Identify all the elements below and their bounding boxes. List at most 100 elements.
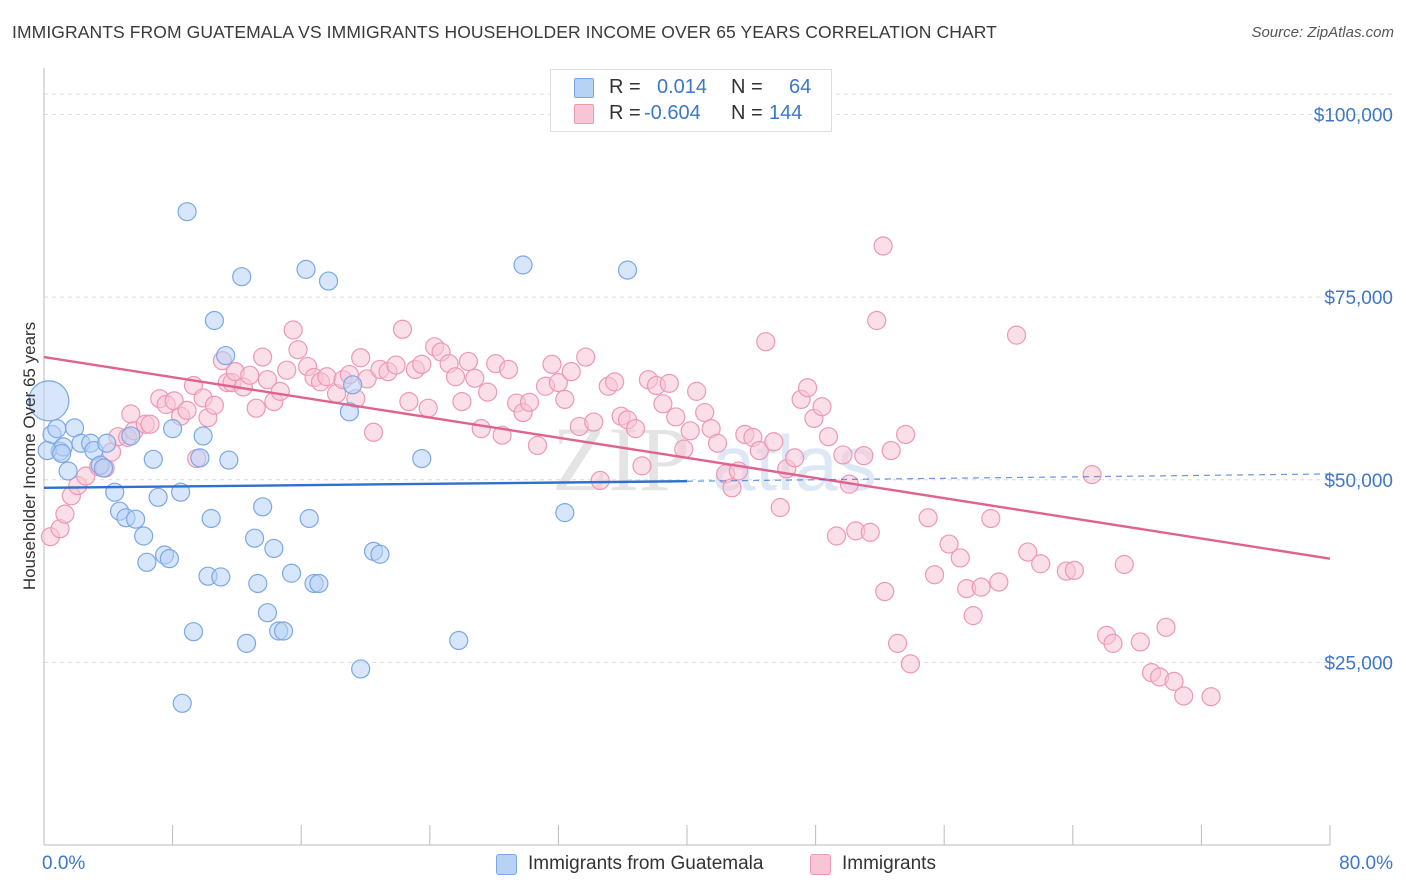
immigrants-point xyxy=(867,310,887,331)
immigrants-point xyxy=(687,381,707,401)
immigrants-point xyxy=(418,398,438,418)
immigrants-point xyxy=(277,360,297,380)
guatemala-point xyxy=(257,603,278,623)
guatemala-point xyxy=(216,345,236,366)
guatemala-point xyxy=(309,573,329,594)
guatemala-point xyxy=(58,461,78,481)
immigrants-point xyxy=(452,392,472,412)
immigrants-point xyxy=(527,435,548,456)
tick-labels: $25,000 $50,000 $75,000 $100,000 0.0% 80.0% xyxy=(42,106,1393,874)
immigrants-point xyxy=(632,456,652,476)
immigrants-point xyxy=(1018,542,1038,562)
legend-swatch-blue xyxy=(574,78,594,98)
immigrants-point xyxy=(875,581,895,602)
guatemala-point xyxy=(318,271,339,291)
y-axis-label: Householder Income Over 65 years xyxy=(20,322,39,590)
correlation-legend: R = 0.014 N = 64 R = -0.604 N = 144 xyxy=(550,69,832,132)
immigrants-point xyxy=(939,534,959,554)
guatemala-point xyxy=(555,503,575,523)
immigrants-point xyxy=(363,422,384,442)
guatemala-point xyxy=(339,402,360,422)
y-tick-label: $75,000 xyxy=(1324,288,1393,309)
chart-source: Source: ZipAtlas.com xyxy=(1251,24,1394,41)
immigrants-point xyxy=(317,367,337,387)
legend-n-value: 64 xyxy=(789,76,812,98)
immigrants-point xyxy=(1006,325,1027,345)
immigrants-point xyxy=(887,633,908,653)
immigrants-point xyxy=(351,348,371,368)
immigrants-point xyxy=(860,522,880,542)
guatemala-point xyxy=(172,693,192,713)
immigrants-point xyxy=(826,526,847,546)
bottom-legend-swatch-blue xyxy=(496,853,517,875)
immigrants-point xyxy=(253,347,273,367)
guatemala-point xyxy=(513,255,533,275)
immigrants-point xyxy=(1174,686,1194,706)
legend-r-value: 0.014 xyxy=(657,76,708,98)
guatemala-trend-extension xyxy=(686,473,1331,482)
immigrants-point xyxy=(1031,554,1051,574)
immigrants-point xyxy=(924,565,945,585)
immigrants-point xyxy=(399,392,419,412)
immigrants-point xyxy=(412,354,432,374)
bottom-legend-label-guatemala: Immigrants from Guatemala xyxy=(528,853,764,874)
guatemala-point xyxy=(28,380,70,422)
guatemala-point xyxy=(281,563,302,583)
guatemala-point xyxy=(159,549,179,569)
guatemala-point xyxy=(121,426,141,446)
immigrants-point xyxy=(756,332,776,352)
immigrants-point xyxy=(950,548,970,568)
guatemala-point xyxy=(299,508,319,529)
immigrants-point xyxy=(392,319,413,339)
immigrants-point xyxy=(749,440,769,461)
guatemala-point xyxy=(211,567,231,587)
immigrants-point xyxy=(873,236,893,256)
guatemala-point xyxy=(273,621,294,641)
axes xyxy=(43,68,1331,846)
immigrants-point xyxy=(1103,633,1123,653)
immigrants-point xyxy=(625,419,646,439)
immigrants-point xyxy=(55,504,75,524)
legend-r-value: -0.604 xyxy=(644,102,701,124)
immigrants-point xyxy=(471,419,491,439)
guatemala-point xyxy=(193,426,213,446)
immigrants-point xyxy=(695,402,715,423)
immigrants-point xyxy=(584,412,604,432)
guatemala-point xyxy=(190,448,210,468)
immigrants-point xyxy=(561,362,581,382)
guatemala-point xyxy=(244,528,265,548)
series-guatemala-points xyxy=(28,202,638,713)
immigrants-point xyxy=(653,394,673,414)
immigrants-point xyxy=(519,392,540,412)
guatemala-point xyxy=(171,482,191,502)
guatemala-point xyxy=(204,310,224,331)
immigrants-point xyxy=(1064,560,1085,580)
immigrants-point xyxy=(1114,554,1134,575)
guatemala-point xyxy=(248,573,268,594)
guatemala-point xyxy=(264,538,284,559)
legend-r-label: R = xyxy=(609,102,641,124)
guatemala-point xyxy=(163,419,183,439)
guatemala-trend-line xyxy=(43,480,688,489)
immigrants-point xyxy=(283,320,303,340)
bottom-legend-label-immigrants: Immigrants xyxy=(842,853,936,874)
immigrants-point xyxy=(797,378,818,398)
immigrants-point xyxy=(498,359,519,380)
immigrants-point xyxy=(881,440,901,461)
immigrants-point xyxy=(785,448,805,468)
immigrants-point xyxy=(576,347,596,367)
immigrants-point xyxy=(707,433,728,453)
series-immigrants-points xyxy=(40,236,1221,707)
immigrants-point xyxy=(764,432,784,452)
guatemala-point xyxy=(343,375,363,395)
guatemala-point xyxy=(183,622,204,642)
chart-title: IMMIGRANTS FROM GUATEMALA VS IMMIGRANTS … xyxy=(12,22,997,42)
immigrants-point xyxy=(76,466,96,486)
guatemala-point xyxy=(232,267,252,287)
immigrants-point xyxy=(555,389,575,410)
immigrants-point xyxy=(458,351,478,372)
immigrants-point xyxy=(981,508,1001,529)
immigrants-point xyxy=(963,606,983,626)
guatemala-point xyxy=(351,659,371,679)
